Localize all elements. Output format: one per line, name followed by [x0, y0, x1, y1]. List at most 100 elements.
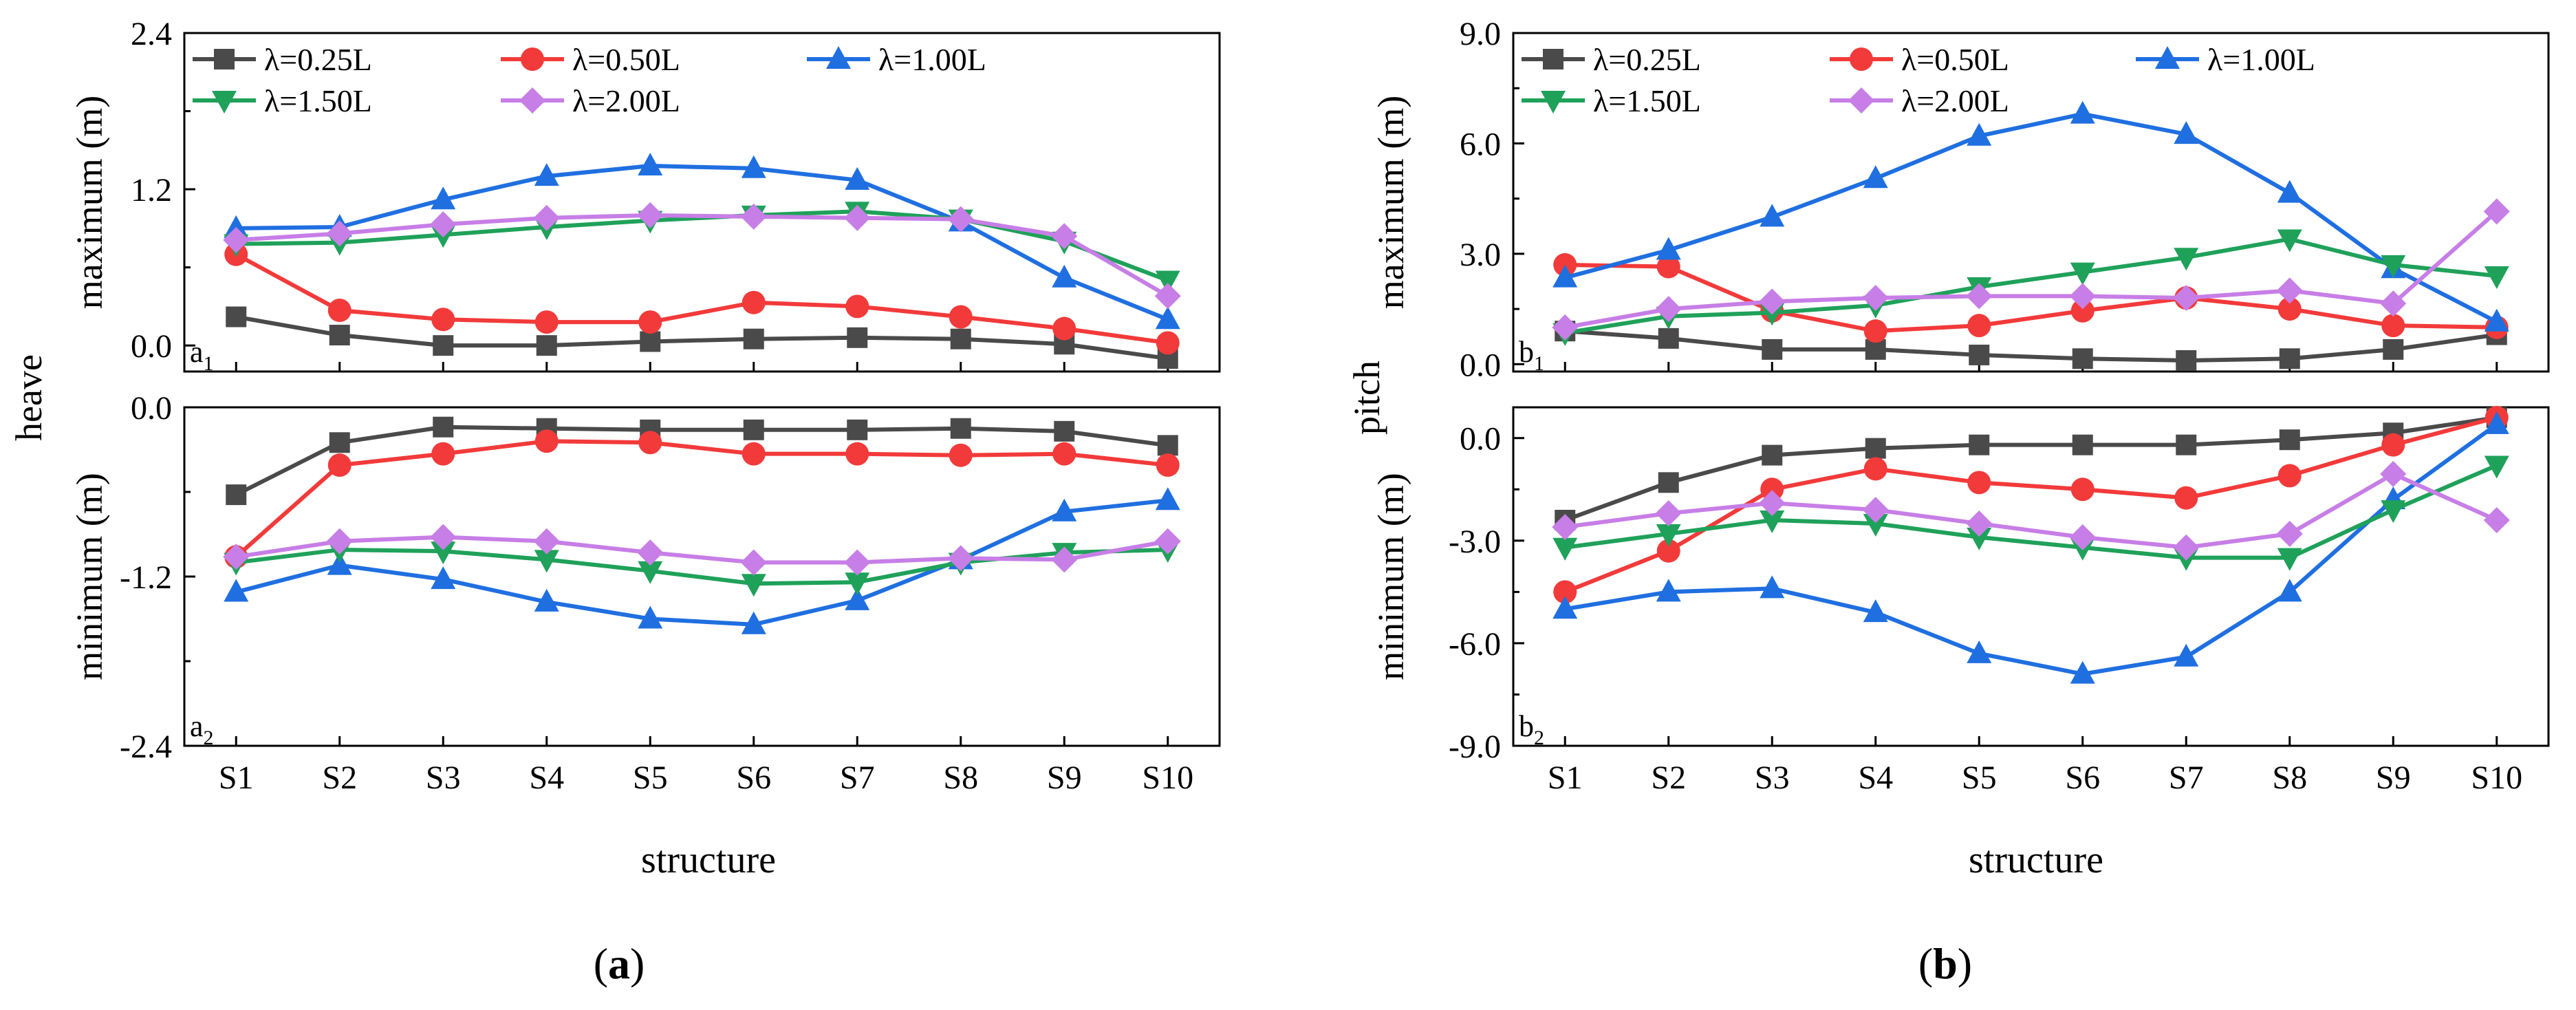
- data-point: [536, 335, 557, 356]
- data-point: [1051, 546, 1078, 573]
- data-point: [2277, 579, 2302, 602]
- data-point: [1759, 490, 1786, 517]
- data-point: [2277, 464, 2302, 488]
- data-point: [1552, 513, 1579, 540]
- data-point: [2484, 266, 2509, 289]
- data-point: [2383, 339, 2404, 360]
- panel-label-subscript: 2: [1534, 727, 1544, 749]
- data-point: [845, 587, 870, 610]
- y-axis-title-a1: maximum (m): [69, 96, 110, 309]
- plot-frame: [1512, 32, 2550, 373]
- data-point: [2173, 534, 2200, 561]
- series-line: [236, 209, 1169, 283]
- series-line: [1564, 237, 2498, 335]
- x-tick-label-s4: S4: [529, 760, 564, 796]
- series-line: [235, 314, 1169, 361]
- data-point: [1862, 285, 1889, 312]
- data-point: [1052, 498, 1077, 522]
- svg-text:(b): (b): [1918, 939, 1972, 988]
- data-point: [1552, 314, 1579, 341]
- data-point: [430, 524, 457, 550]
- data-point: [2381, 255, 2406, 278]
- series-line: [235, 535, 1169, 565]
- data-point: [1552, 264, 1578, 288]
- x-axis-title-a: structure: [641, 839, 776, 881]
- y-tick-label: 1.2: [131, 172, 172, 208]
- panel-label-subscript: 2: [204, 727, 214, 749]
- data-point: [1656, 255, 1680, 279]
- x-tick-label-s10: S10: [2471, 760, 2522, 796]
- data-point: [1967, 471, 1991, 495]
- data-point: [1862, 497, 1889, 524]
- data-point: [2070, 262, 2095, 286]
- data-point: [533, 528, 560, 555]
- data-point: [743, 419, 764, 440]
- data-point: [1155, 306, 1180, 330]
- series-λ=0.25L: [1555, 407, 2507, 530]
- x-tick-label-s5: S5: [1962, 760, 1997, 796]
- legend-marker: [1543, 49, 1563, 69]
- y-tick-label: 0.0: [131, 390, 172, 427]
- data-point: [2070, 299, 2095, 323]
- panel-label-a1: a1: [190, 335, 214, 375]
- data-point: [637, 202, 664, 228]
- data-point: [638, 605, 663, 629]
- data-point: [2381, 433, 2405, 457]
- data-point: [2176, 434, 2197, 455]
- data-point: [2069, 283, 2096, 310]
- data-point: [2484, 455, 2509, 479]
- data-point: [2069, 524, 2096, 550]
- legend-marker: [519, 87, 545, 114]
- data-point: [1156, 331, 1180, 355]
- data-point: [224, 215, 249, 238]
- legend-label: λ=0.50L: [1901, 42, 2009, 77]
- panel-label-b1: b1: [1519, 335, 1544, 375]
- legend-entry: λ=1.00L: [807, 42, 986, 77]
- data-point: [1553, 580, 1577, 604]
- data-point: [2381, 314, 2405, 338]
- data-point: [2380, 460, 2407, 487]
- data-point: [431, 308, 455, 332]
- x-tick-label-s5: S5: [633, 760, 668, 796]
- legend-label: λ=2.00L: [572, 83, 680, 118]
- data-point: [844, 204, 871, 231]
- data-point: [1154, 283, 1181, 310]
- data-point: [329, 432, 350, 453]
- data-point: [1967, 314, 1991, 338]
- legend-label: λ=1.50L: [264, 83, 372, 118]
- data-point: [640, 331, 661, 352]
- data-point: [2277, 297, 2302, 321]
- data-point: [226, 484, 247, 506]
- data-point: [1762, 339, 1783, 360]
- data-point: [741, 574, 766, 597]
- plot-frame: [1512, 406, 2550, 747]
- data-point: [226, 306, 247, 327]
- legend-entry: λ=0.25L: [193, 42, 372, 77]
- data-point: [430, 211, 457, 238]
- data-point: [1054, 420, 1075, 442]
- series-λ=1.50L: [1552, 455, 2509, 571]
- x-tick-label-s1: S1: [1548, 760, 1583, 796]
- x-tick-label-s4: S4: [1858, 760, 1893, 796]
- y-axis-title-b1: maximum (m): [1370, 96, 1411, 309]
- data-point: [2070, 477, 2095, 502]
- x-tick-label-s9: S9: [1047, 760, 1082, 796]
- data-point: [433, 416, 454, 438]
- y-axis-title-a2: minimum (m): [69, 473, 110, 680]
- data-point: [2276, 520, 2303, 547]
- data-point: [1552, 596, 1578, 619]
- data-point: [2277, 229, 2302, 252]
- data-point: [1155, 487, 1180, 511]
- chart-panel-b2: 0.0 -3.0 -6.0 -9.0 S1 S2 S3 S4 S5 S6 S7 S8 S9 S10 mini…: [1370, 405, 2550, 796]
- x-tick-label-s6: S6: [2065, 760, 2100, 796]
- data-point: [949, 305, 973, 329]
- data-point: [638, 153, 663, 176]
- data-point: [1760, 204, 1785, 227]
- data-point: [1966, 510, 1993, 537]
- series-line: [235, 425, 1169, 497]
- data-point: [1760, 511, 1785, 533]
- data-point: [2277, 180, 2302, 203]
- data-point: [638, 431, 662, 455]
- data-point: [2279, 348, 2300, 369]
- data-point: [1759, 288, 1786, 315]
